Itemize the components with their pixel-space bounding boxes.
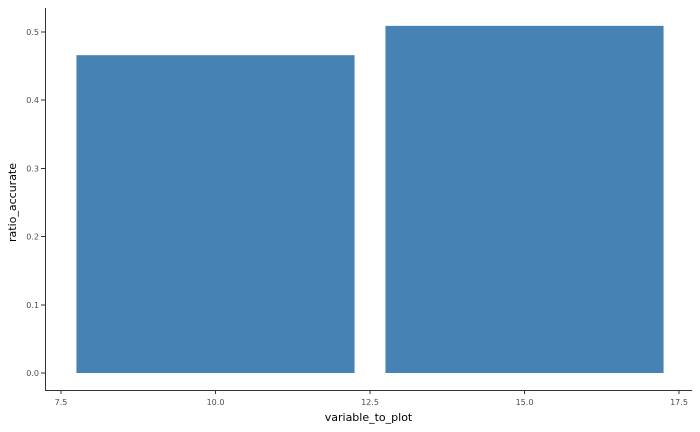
x-axis-title: variable_to_plot bbox=[325, 411, 413, 424]
y-tick-label: 0.3 bbox=[26, 164, 39, 173]
bars-group bbox=[76, 25, 664, 374]
x-tick-label: 17.5 bbox=[670, 398, 688, 407]
y-tick-label: 0.1 bbox=[26, 301, 39, 310]
y-tick-label: 0.0 bbox=[26, 369, 39, 378]
bar-10.0 bbox=[76, 55, 355, 374]
x-tick-label: 10.0 bbox=[207, 398, 225, 407]
x-tick-label: 15.0 bbox=[516, 398, 534, 407]
x-tick-label: 12.5 bbox=[361, 398, 379, 407]
y-tick-label: 0.5 bbox=[26, 28, 39, 37]
y-tick-label: 0.2 bbox=[26, 233, 39, 242]
bar-15.0 bbox=[385, 25, 664, 373]
y-axis-title: ratio_accurate bbox=[6, 163, 19, 242]
x-tick-label: 7.5 bbox=[55, 398, 68, 407]
y-axis-ticks: 0.0 0.1 0.2 0.3 0.4 0.5 bbox=[26, 28, 45, 378]
y-tick-label: 0.4 bbox=[26, 96, 39, 105]
x-axis-ticks: 7.5 10.0 12.5 15.0 17.5 bbox=[55, 390, 688, 407]
